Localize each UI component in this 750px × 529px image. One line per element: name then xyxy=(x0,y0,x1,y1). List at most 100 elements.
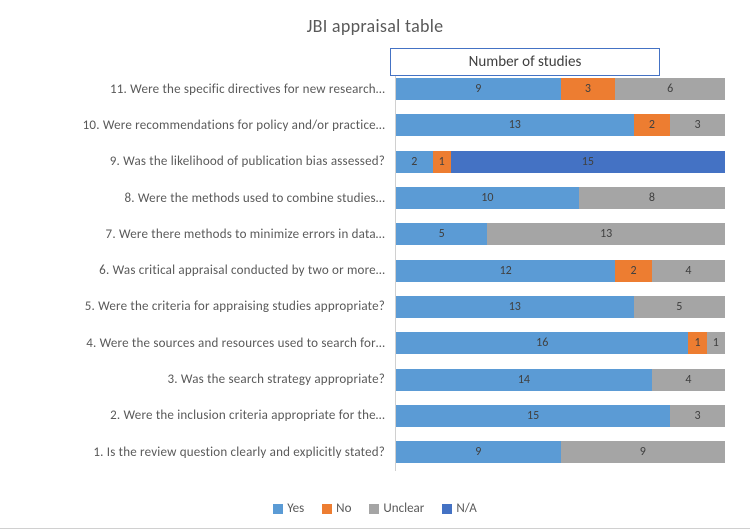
legend-item: Yes xyxy=(273,501,304,516)
legend-item: Unclear xyxy=(369,501,424,516)
bar-segment: 14 xyxy=(396,369,652,391)
bar-segment: 2 xyxy=(615,260,652,282)
bar-segment: 2 xyxy=(396,151,433,173)
bar-segment: 13 xyxy=(487,223,725,245)
chart-title: JBI appraisal table xyxy=(25,15,725,37)
bar-value-label: 1 xyxy=(713,336,719,350)
bar-value-label: 12 xyxy=(500,264,512,278)
legend-swatch xyxy=(273,504,283,514)
bar-value-label: 15 xyxy=(582,155,594,169)
bar-track: 10 8 xyxy=(396,187,725,209)
bar-segment: 6 xyxy=(615,78,725,100)
bar-value-label: 4 xyxy=(685,264,691,278)
bar-value-label: 3 xyxy=(695,409,701,423)
bar-track: 2 1 15 xyxy=(396,151,725,173)
x-axis-label-box: Number of studies xyxy=(390,48,660,76)
bar-value-label: 2 xyxy=(649,118,655,132)
legend-swatch xyxy=(442,504,452,514)
bar-row: 9 3 6 xyxy=(396,71,725,107)
bar-track: 5 13 xyxy=(396,223,725,245)
bar-segment: 4 xyxy=(652,260,725,282)
bar-value-label: 3 xyxy=(695,118,701,132)
bar-row: 12 2 4 xyxy=(396,252,725,288)
bar-track: 14 4 xyxy=(396,369,725,391)
bar-value-label: 3 xyxy=(585,82,591,96)
bar-segment: 9 xyxy=(396,441,561,463)
legend-label: Yes xyxy=(287,501,304,516)
legend-item: No xyxy=(322,501,351,516)
y-axis-category-label: 1. Is the review question clearly and ex… xyxy=(93,434,395,470)
bar-row: 13 2 3 xyxy=(396,107,725,143)
legend-swatch xyxy=(369,504,379,514)
bar-segment: 3 xyxy=(561,78,616,100)
bar-segment: 15 xyxy=(451,151,725,173)
bar-track: 13 5 xyxy=(396,296,725,318)
bar-value-label: 15 xyxy=(527,409,539,423)
legend-swatch xyxy=(322,504,332,514)
bar-segment: 12 xyxy=(396,260,615,282)
bar-value-label: 13 xyxy=(509,118,521,132)
bar-segment: 9 xyxy=(396,78,561,100)
y-axis-category-label: 9. Was the likelihood of publication bia… xyxy=(110,144,395,180)
bar-track: 1611 xyxy=(396,332,725,354)
bar-track: 99 xyxy=(396,441,725,463)
bar-value-label: 1 xyxy=(439,155,445,169)
y-axis-category-label: 3. Was the search strategy appropriate? xyxy=(168,361,395,397)
y-axis-category-label: 4. Were the sources and resources used t… xyxy=(86,325,395,361)
bar-row: 14 4 xyxy=(396,361,725,397)
bar-value-label: 5 xyxy=(676,300,682,314)
bar-segment: 9 xyxy=(561,441,726,463)
bar-value-label: 14 xyxy=(518,373,530,387)
bar-segment: 16 xyxy=(396,332,688,354)
y-axis-category-label: 11. Were the specific directives for new… xyxy=(110,71,395,107)
y-axis-category-label: 8. Were the methods used to combine stud… xyxy=(124,180,395,216)
y-axis-labels: 11. Were the specific directives for new… xyxy=(25,71,395,471)
bar-segment: 5 xyxy=(634,296,725,318)
chart-container: JBI appraisal table Number of studies 11… xyxy=(0,0,750,529)
bar-segment: 10 xyxy=(396,187,579,209)
legend-item: N/A xyxy=(442,501,476,516)
legend: Yes No Unclear N/A xyxy=(0,501,750,516)
bar-value-label: 13 xyxy=(509,300,521,314)
bar-value-label: 16 xyxy=(536,336,548,350)
bar-value-label: 9 xyxy=(640,445,646,459)
bar-row: 1611 xyxy=(396,325,725,361)
bar-segment: 5 xyxy=(396,223,487,245)
bar-value-label: 8 xyxy=(649,191,655,205)
bar-segment: 1 xyxy=(688,332,706,354)
bar-segment: 13 xyxy=(396,114,634,136)
bar-segment: 4 xyxy=(652,369,725,391)
bar-value-label: 2 xyxy=(411,155,417,169)
bar-row: 10 8 xyxy=(396,180,725,216)
legend-label: N/A xyxy=(456,501,476,516)
bar-row: 2 1 15 xyxy=(396,144,725,180)
bar-row: 5 13 xyxy=(396,216,725,252)
bar-segment: 3 xyxy=(670,405,725,427)
bar-segment: 15 xyxy=(396,405,670,427)
bar-row: 15 3 xyxy=(396,398,725,434)
bar-segment: 1 xyxy=(433,151,451,173)
bar-segment: 1 xyxy=(707,332,725,354)
bar-value-label: 4 xyxy=(685,373,691,387)
bar-value-label: 5 xyxy=(439,227,445,241)
bar-value-label: 13 xyxy=(600,227,612,241)
bar-track: 12 2 4 xyxy=(396,260,725,282)
y-axis-category-label: 5. Were the criteria for appraising stud… xyxy=(85,289,395,325)
bar-track: 13 2 3 xyxy=(396,114,725,136)
bar-segment: 13 xyxy=(396,296,634,318)
legend-label: Unclear xyxy=(383,501,424,516)
bar-track: 9 3 6 xyxy=(396,78,725,100)
legend-label: No xyxy=(336,501,351,516)
bar-segment: 2 xyxy=(634,114,671,136)
y-axis-category-label: 6. Was critical appraisal conducted by t… xyxy=(99,252,395,288)
bar-value-label: 1 xyxy=(695,336,701,350)
bar-row: 99 xyxy=(396,434,725,470)
bar-row: 13 5 xyxy=(396,289,725,325)
bar-segment: 3 xyxy=(670,114,725,136)
y-axis-category-label: 2. Were the inclusion criteria appropria… xyxy=(110,398,395,434)
bar-value-label: 9 xyxy=(475,82,481,96)
bars-area: 936132321151085131224135161114415399 xyxy=(395,71,725,471)
bar-value-label: 6 xyxy=(667,82,673,96)
plot-area: 11. Were the specific directives for new… xyxy=(25,71,725,471)
bar-value-label: 10 xyxy=(481,191,493,205)
